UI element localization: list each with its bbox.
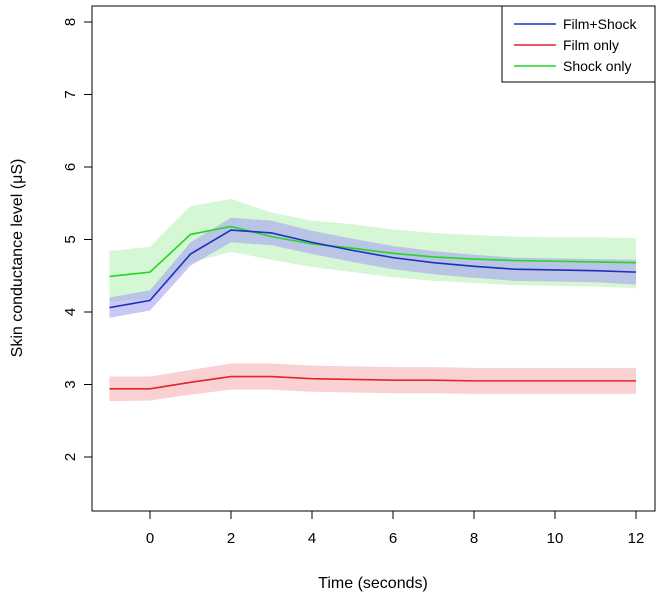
y-tick-label: 5	[62, 235, 79, 243]
y-tick-label: 2	[62, 453, 79, 461]
y-tick-label: 4	[62, 308, 79, 316]
y-tick-label: 6	[62, 163, 79, 171]
legend-label: Film+Shock	[563, 16, 638, 32]
y-tick-label: 3	[62, 380, 79, 388]
x-tick-label: 2	[227, 530, 235, 547]
x-tick-label: 4	[308, 530, 316, 547]
x-axis: 0 2 4 6 8 10 12	[146, 510, 645, 547]
legend-box	[501, 5, 656, 83]
x-axis-title: Time (seconds)	[318, 575, 428, 592]
y-tick-label: 8	[62, 18, 79, 26]
x-tick-label: 8	[470, 530, 478, 547]
line-film-shock	[109, 229, 637, 309]
y-axis-title: Skin conductance level (μS)	[9, 159, 26, 358]
line-shock-only	[109, 225, 637, 278]
x-tick-label: 6	[389, 530, 397, 547]
band-film-shock	[109, 217, 636, 318]
legend-label: Film only	[563, 37, 619, 53]
y-axis: 2 3 4 5 6 7 8	[62, 18, 93, 461]
band-film-only	[109, 363, 636, 402]
confidence-bands	[109, 198, 636, 402]
legend-label: Shock only	[563, 58, 631, 74]
series-lines	[109, 225, 637, 390]
x-tick-label: 0	[146, 530, 154, 547]
legend: Film+Shock Film only Shock only	[501, 5, 656, 83]
line-film-only	[109, 375, 636, 390]
x-tick-label: 10	[547, 530, 564, 547]
x-tick-label: 12	[628, 530, 645, 547]
y-tick-label: 7	[62, 90, 79, 98]
